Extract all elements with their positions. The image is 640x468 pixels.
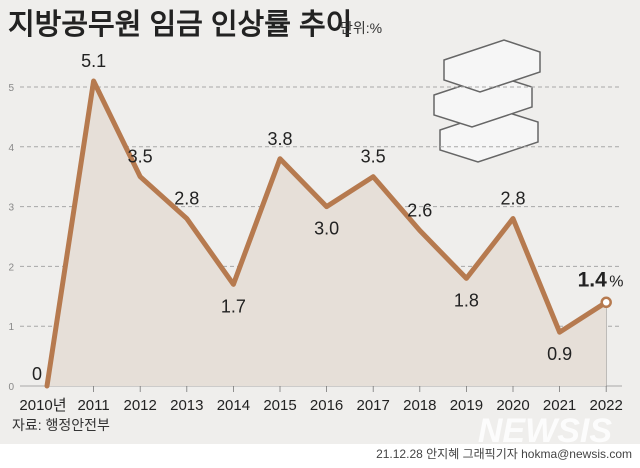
source-text: 자료: 행정안전부 <box>12 417 110 433</box>
x-tick-label: 2016 <box>310 397 343 414</box>
data-label: 1.8 <box>454 290 479 310</box>
newsis-watermark: NEWSIS <box>478 412 612 450</box>
y-tick-label: 1 <box>8 322 14 333</box>
x-tick-label: 2020 <box>496 397 529 414</box>
data-label: 3.5 <box>128 147 153 167</box>
data-label: 5.1 <box>81 51 106 71</box>
x-tick-label: 2014 <box>217 397 250 414</box>
y-tick-label: 3 <box>8 203 14 214</box>
last-point-marker <box>600 296 612 309</box>
y-tick-label: 5 <box>8 83 14 94</box>
data-label: 2.8 <box>174 189 199 209</box>
y-tick-label: 2 <box>8 262 14 273</box>
data-label: 3.0 <box>314 219 339 239</box>
y-tick-label: 0 <box>8 382 14 393</box>
x-tick-label: 2022 <box>590 397 623 414</box>
x-tick-label: 2013 <box>170 397 203 414</box>
x-tick-label: 2015 <box>263 397 296 414</box>
x-tick-label: 2011 <box>77 397 109 414</box>
data-label: 3.5 <box>361 147 386 167</box>
x-tick-label: 2012 <box>124 397 157 414</box>
data-label: 0.9 <box>547 344 572 364</box>
x-tick-label: 2017 <box>357 397 390 414</box>
unit-label: 단위:% <box>340 20 382 36</box>
x-tick-label: 2021 <box>543 397 576 414</box>
credit-text: 21.12.28 안지혜 그래픽기자 hokma@newsis.com <box>376 447 632 461</box>
x-tick-label: 2010년 <box>19 397 66 414</box>
x-tick-label: 2019 <box>450 397 483 414</box>
y-tick-label: 4 <box>8 143 14 154</box>
data-label: 2.8 <box>500 189 525 209</box>
data-label: 1.7 <box>221 296 246 316</box>
chart-title: 지방공무원 임금 인상률 추이 <box>8 8 352 41</box>
data-label: 0 <box>32 364 42 384</box>
data-label: 3.8 <box>267 129 292 149</box>
data-label: 2.6 <box>407 201 432 221</box>
money-stack-illustration <box>433 39 541 163</box>
area-fill <box>47 81 607 387</box>
x-tick-label: 2018 <box>403 397 436 414</box>
series-line <box>44 78 609 389</box>
data-label-unit: % <box>609 273 623 290</box>
data-label: 1.4 <box>578 268 608 291</box>
